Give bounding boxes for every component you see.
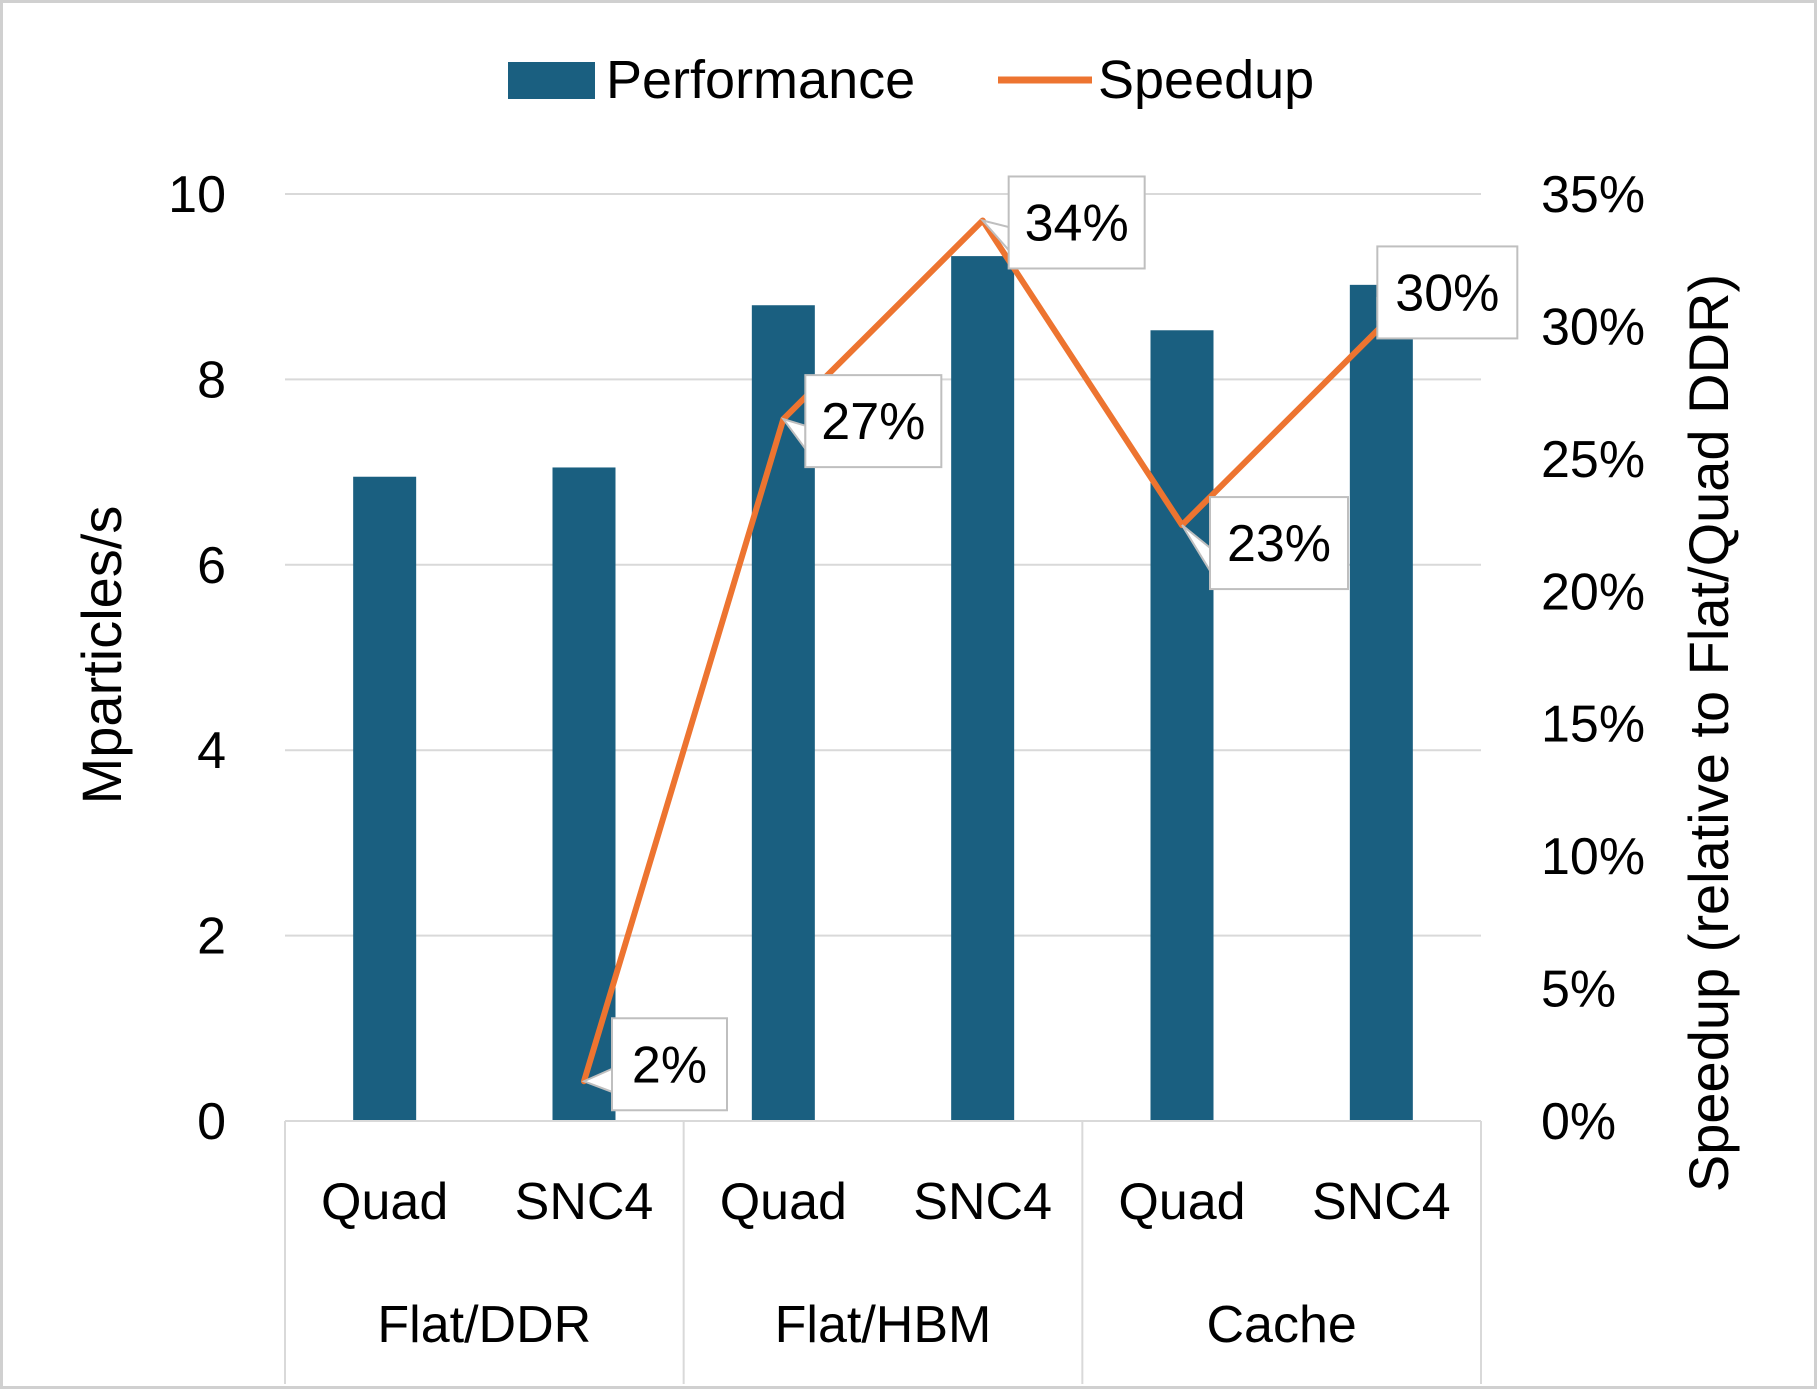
label-text: 27% xyxy=(821,393,925,451)
group-label: Flat/DDR xyxy=(377,1296,591,1354)
group-label: Cache xyxy=(1207,1296,1357,1354)
label-text: 23% xyxy=(1227,515,1331,573)
legend-label-speedup: Speedup xyxy=(1098,50,1314,110)
legend: Performance Speedup xyxy=(508,50,1314,110)
y2-axis-title: Speedup (relative to Flat/Quad DDR) xyxy=(1677,274,1740,1192)
y2-tick-label: 10% xyxy=(1541,828,1645,886)
legend-label-performance: Performance xyxy=(606,50,915,110)
y-axis-title: Mparticles/s xyxy=(70,506,133,805)
label-box xyxy=(611,1017,728,1112)
category-axis: Quad SNC4 Quad SNC4 Quad SNC4 Flat/DDR Flat/HBM… xyxy=(284,1120,1482,1384)
speedup-data-label-1: 27% xyxy=(780,374,943,469)
label-box xyxy=(1376,245,1519,340)
legend-swatch-performance xyxy=(508,62,595,99)
bar-performance-5 xyxy=(1349,284,1413,1121)
y2-tick-label: 0% xyxy=(1541,1093,1616,1151)
speedup-data-label-3: 23% xyxy=(1181,496,1349,591)
speedup-data-label-2: 34% xyxy=(979,175,1146,270)
group-label: Flat/HBM xyxy=(775,1296,992,1354)
category-label: SNC4 xyxy=(913,1173,1052,1231)
speedup-data-label-4: 30% xyxy=(1376,245,1519,340)
bar-performance-4 xyxy=(1150,330,1214,1121)
y2-tick-label: 15% xyxy=(1541,696,1645,754)
right-axis-ticks: 0% 5% 10% 15% 20% 25% 30% 35% xyxy=(1541,166,1645,1151)
category-label: Quad xyxy=(1118,1173,1245,1231)
y-tick-label: 10 xyxy=(168,166,226,224)
y2-tick-label: 25% xyxy=(1541,431,1645,489)
y-tick-label: 2 xyxy=(197,908,226,966)
category-label: SNC4 xyxy=(515,1173,654,1231)
bar-performance-0 xyxy=(353,476,417,1121)
label-box xyxy=(1209,496,1349,591)
category-label: SNC4 xyxy=(1312,1173,1451,1231)
bar-performance-3 xyxy=(951,256,1015,1121)
label-box xyxy=(804,374,943,469)
label-text: 2% xyxy=(632,1036,707,1094)
y-tick-label: 8 xyxy=(197,351,226,409)
speedup-data-labels: 2% 27% 34% 23% 30% xyxy=(581,175,1519,1112)
speedup-data-label-0: 2% xyxy=(581,1017,728,1112)
y2-tick-label: 35% xyxy=(1541,166,1645,224)
label-text: 34% xyxy=(1025,194,1129,252)
category-label: Quad xyxy=(720,1173,847,1231)
left-axis-ticks: 0 2 4 6 8 10 xyxy=(168,166,226,1151)
y2-tick-label: 20% xyxy=(1541,563,1645,621)
y2-tick-label: 5% xyxy=(1541,961,1616,1019)
label-box xyxy=(1007,175,1146,270)
bar-performance-1 xyxy=(552,467,616,1122)
y-tick-label: 6 xyxy=(197,537,226,595)
y2-tick-label: 30% xyxy=(1541,298,1645,356)
y-tick-label: 4 xyxy=(197,722,226,780)
label-text: 30% xyxy=(1395,264,1499,322)
bar-series-performance xyxy=(353,256,1413,1122)
category-label: Quad xyxy=(321,1173,448,1231)
y-tick-label: 0 xyxy=(197,1093,226,1151)
